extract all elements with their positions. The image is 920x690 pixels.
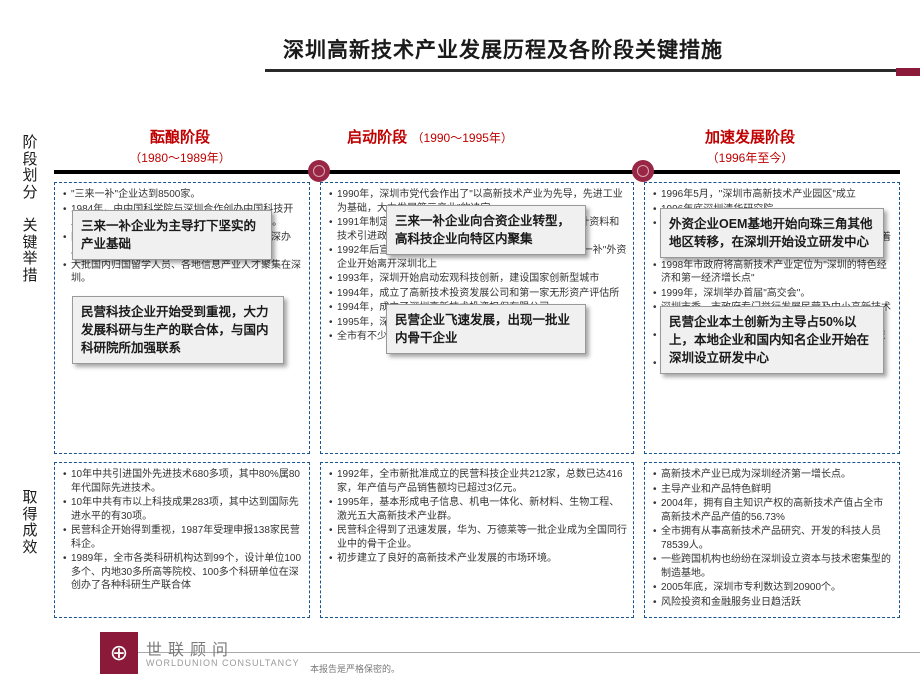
row-label-stage: 阶段划分: [20, 135, 40, 201]
list-item: 1995年，基本形成电子信息、机电一体化、新材料、生物工程、激光五大高新技术产业…: [329, 496, 627, 523]
list-item: 1996年5月，"深圳市高新技术产业园区"成立: [653, 188, 893, 202]
stage-label-1: 酝酿阶段 （1980～1989年）: [95, 128, 265, 168]
logo-brand-en: WORLDUNION CONSULTANCY: [146, 658, 300, 668]
list-item: 初步建立了良好的高新技术产业发展的市场环境。: [329, 552, 627, 566]
list-item: 2005年底，深圳市专利数达到20900个。: [653, 581, 893, 595]
list-item: 一些跨国机构也纷纷在深圳设立资本与技术密集型的制造基地。: [653, 553, 893, 580]
logo-icon: ⊕: [100, 632, 138, 674]
callout-1: 三来一补企业为主导打下坚实的产业基础: [72, 210, 272, 260]
callout-3: 三来一补企业向合资企业转型，高科技企业向特区内聚集: [386, 205, 586, 255]
results-col-1: 10年中共引进国外先进技术680多项，其中80%属80年代国际先进技术。10年中…: [54, 462, 310, 618]
callout-5: 外资企业OEM基地开始向珠三角其他地区转移，在深圳开始设立研发中心: [660, 208, 884, 258]
list-item: 10年中共引进国外先进技术680多项，其中80%属80年代国际先进技术。: [63, 468, 303, 495]
list-item: 主导产业和产品特色鲜明: [653, 483, 893, 497]
list-item: 1993年，深圳开始启动宏观科技创新，建设国家创新型城市: [329, 272, 627, 286]
timeline-dot-1: [308, 160, 330, 182]
callout-6: 民营企业本土创新为主导占50%以上，本地企业和国内知名企业开始在深圳设立研发中心: [660, 306, 884, 374]
title-bar: 深圳高新技术产业发展历程及各阶段关键措施: [265, 28, 920, 72]
page-title: 深圳高新技术产业发展历程及各阶段关键措施: [283, 34, 723, 64]
list-item: "三来一补"企业达到8500家。: [63, 188, 303, 202]
list-item: 全市拥有从事高新技术产品研究、开发的科技人员78539人。: [653, 525, 893, 552]
stage-year-2: （1990～1995年）: [412, 131, 513, 145]
results-col-2: 1992年，全市新批准成立的民营科技企业共212家，总数已达416家，年产值与产…: [320, 462, 634, 618]
list-item: 2004年，拥有自主知识产权的高新技术产值占全市高新技术产品产值的56.73%: [653, 497, 893, 524]
list-item: 1994年，成立了高新技术投资发展公司和第一家无形资产评估所: [329, 287, 627, 301]
stage-year-1: （1980～1989年）: [129, 151, 230, 165]
list-item: 1989年，全市各类科研机构达到99个，设计单位100多个、内地30多所高等院校…: [63, 552, 303, 593]
list-item: 10年中共有市以上科技成果283项，其中达到国际先进水平的有30项。: [63, 496, 303, 523]
timeline-axis: [54, 170, 900, 174]
row-label-results: 取得成效: [20, 490, 40, 556]
callout-4: 民营企业飞速发展，出现一批业内骨干企业: [386, 304, 586, 354]
list-item: 民营科企得到了迅速发展，华为、万德莱等一批企业成为全国同行业中的骨干企业。: [329, 524, 627, 551]
logo-brand-cn: 世联顾问: [146, 636, 234, 660]
list-item: 1998年市政府将高新技术产业定位为"深圳的特色经济和第一经济增长点": [653, 259, 893, 286]
callout-2: 民营科技企业开始受到重视，大力发展科研与生产的联合体，与国内科研院所加强联系: [72, 296, 284, 364]
title-accent: [896, 68, 920, 76]
list-item: 风险投资和金融服务业日趋活跃: [653, 596, 893, 610]
list-item: 1999年，深圳举办首届"高交会"。: [653, 287, 893, 301]
list-item: 民营科企开始得到重视，1987年受理申报138家民营科企。: [63, 524, 303, 551]
list-item: 高新技术产业已成为深圳经济第一增长点。: [653, 468, 893, 482]
confidential-note: 本报告是严格保密的。: [310, 662, 400, 675]
footer: ⊕ 世联顾问 WORLDUNION CONSULTANCY 本报告是严格保密的。: [0, 632, 920, 690]
stage-name-1: 酝酿阶段: [150, 129, 210, 146]
row-label-measures: 关键举措: [20, 218, 40, 284]
list-item: 1992年，全市新批准成立的民营科技企业共212家，总数已达416家，年产值与产…: [329, 468, 627, 495]
stage-label-2: 启动阶段 （1990～1995年）: [320, 128, 540, 148]
results-col-3: 高新技术产业已成为深圳经济第一增长点。主导产业和产品特色鲜明2004年，拥有自主…: [644, 462, 900, 618]
stage-label-3: 加速发展阶段 （1996年至今）: [650, 128, 850, 168]
list-item: 大批国内归国留学人员、各地信息产业人才聚集在深圳。: [63, 259, 303, 286]
stage-name-3: 加速发展阶段: [705, 129, 795, 146]
stage-year-3: （1996年至今）: [707, 151, 794, 165]
stage-name-2: 启动阶段: [347, 129, 407, 146]
